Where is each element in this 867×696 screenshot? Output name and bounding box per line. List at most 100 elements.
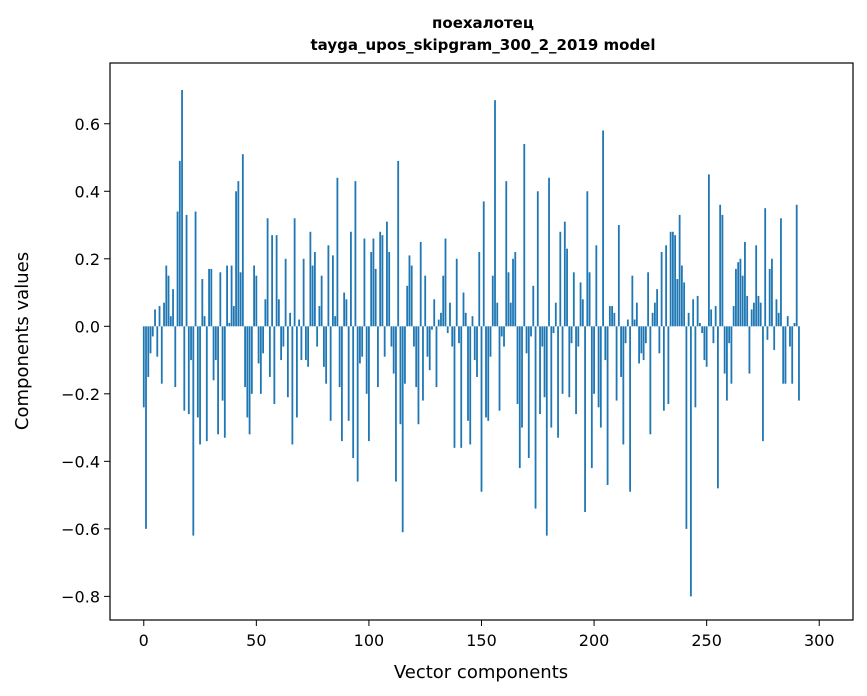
bar bbox=[295, 326, 298, 418]
bar bbox=[588, 272, 591, 327]
bar bbox=[768, 268, 771, 327]
bar bbox=[674, 235, 677, 327]
bar bbox=[708, 174, 710, 327]
bar bbox=[541, 326, 544, 347]
bar bbox=[739, 258, 742, 327]
bar bbox=[298, 319, 301, 327]
bar bbox=[458, 326, 460, 344]
bar bbox=[543, 326, 546, 398]
bar bbox=[653, 302, 656, 327]
bar bbox=[557, 326, 559, 438]
bar bbox=[284, 258, 287, 327]
bar bbox=[782, 326, 785, 384]
bar bbox=[190, 326, 192, 361]
bar bbox=[309, 231, 312, 327]
bar bbox=[631, 275, 634, 327]
bar bbox=[552, 326, 555, 334]
bar bbox=[268, 326, 271, 377]
bar bbox=[635, 302, 638, 327]
bar bbox=[692, 299, 695, 327]
bar bbox=[649, 326, 652, 435]
bar bbox=[413, 326, 415, 347]
bar bbox=[617, 225, 620, 327]
bar bbox=[505, 181, 508, 327]
bar bbox=[406, 285, 409, 327]
bar bbox=[293, 218, 296, 327]
bar bbox=[550, 326, 553, 428]
bar bbox=[336, 177, 339, 327]
bar bbox=[759, 302, 762, 327]
bar bbox=[214, 326, 217, 361]
bar bbox=[498, 326, 501, 411]
bar bbox=[325, 326, 328, 384]
bar bbox=[572, 272, 575, 327]
bar bbox=[395, 326, 397, 482]
bar bbox=[172, 289, 174, 327]
bar bbox=[329, 326, 332, 421]
bar bbox=[307, 326, 310, 367]
bar bbox=[440, 312, 442, 327]
bar bbox=[491, 275, 494, 327]
bar bbox=[606, 326, 609, 485]
bar bbox=[579, 282, 582, 327]
bar bbox=[347, 326, 350, 421]
bar bbox=[239, 272, 242, 327]
bar bbox=[615, 326, 618, 401]
bar bbox=[595, 245, 598, 327]
bar bbox=[273, 326, 276, 404]
bar bbox=[232, 306, 235, 327]
bar bbox=[199, 326, 201, 445]
bar bbox=[192, 326, 195, 536]
bar bbox=[577, 326, 580, 347]
y-axis-label: Components values bbox=[12, 252, 33, 430]
bar bbox=[667, 326, 670, 404]
bar bbox=[250, 326, 253, 394]
bar bbox=[160, 326, 163, 384]
bar bbox=[662, 326, 665, 411]
bar bbox=[482, 201, 485, 327]
bar bbox=[568, 326, 571, 398]
bar bbox=[187, 326, 190, 415]
bar bbox=[469, 326, 472, 445]
bar bbox=[156, 326, 159, 357]
bar bbox=[282, 326, 285, 347]
bar bbox=[217, 326, 219, 435]
bar bbox=[343, 292, 346, 327]
bar bbox=[359, 326, 361, 364]
x-tick-label: 150 bbox=[466, 631, 497, 650]
bar bbox=[223, 326, 226, 438]
x-tick-label: 50 bbox=[246, 631, 266, 650]
bar bbox=[687, 312, 690, 327]
bar bbox=[676, 279, 679, 327]
bar bbox=[392, 326, 395, 374]
bar bbox=[341, 326, 343, 442]
bar bbox=[428, 326, 431, 371]
bar bbox=[365, 326, 368, 394]
bar bbox=[613, 312, 616, 327]
bar bbox=[338, 326, 341, 388]
plot-frame bbox=[109, 62, 854, 621]
bar bbox=[408, 255, 411, 327]
bar bbox=[255, 275, 258, 327]
bar bbox=[678, 214, 681, 327]
y-tick-label: −0.6 bbox=[61, 520, 100, 539]
bar bbox=[608, 306, 611, 327]
bar bbox=[755, 245, 758, 327]
bar bbox=[304, 326, 307, 361]
bar bbox=[771, 258, 773, 327]
bar bbox=[147, 326, 150, 377]
bar bbox=[471, 316, 474, 327]
bar bbox=[775, 299, 778, 327]
bar bbox=[185, 214, 188, 327]
bar bbox=[415, 326, 418, 388]
bar bbox=[750, 309, 753, 327]
bar bbox=[205, 326, 208, 442]
bar bbox=[714, 306, 717, 327]
x-tick-label: 200 bbox=[579, 631, 610, 650]
bar bbox=[174, 326, 177, 388]
bar bbox=[496, 302, 499, 327]
bar bbox=[530, 326, 532, 337]
bar bbox=[726, 326, 728, 401]
bar bbox=[503, 326, 505, 347]
